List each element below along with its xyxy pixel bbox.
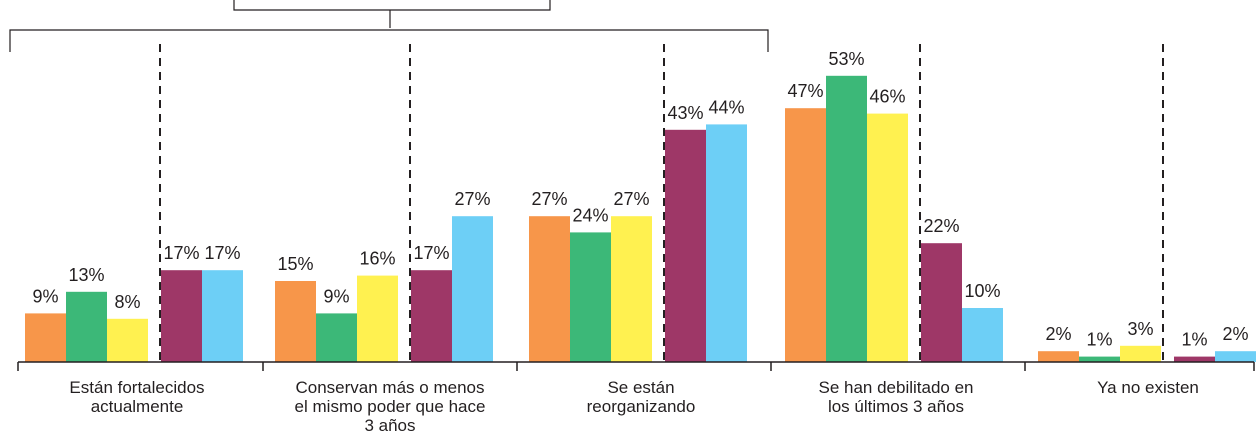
- value-label-c3-s3: 22%: [923, 216, 959, 236]
- category-label-3-line-0: Se han debilitado en: [818, 378, 973, 397]
- value-label-c3-s1: 53%: [828, 49, 864, 69]
- bar-c1-s2: [357, 275, 398, 362]
- category-label-3-line-1: los últimos 3 años: [828, 397, 964, 416]
- value-labels: 9%13%8%17% 17%15%9%16% 17%27% 27%24%27%43% 4…: [32, 49, 1248, 350]
- x-axis: [17, 361, 1255, 371]
- value-label-c2-s1: 24%: [572, 205, 608, 225]
- bar-c1-s4: [452, 216, 493, 362]
- bar-c3-s1: [826, 75, 867, 363]
- bar-c3-s3: [921, 243, 962, 362]
- bar-c3-s2: [867, 113, 908, 362]
- bar-c4-s2: [1120, 345, 1161, 362]
- bar-c1-s1: [316, 313, 357, 362]
- bar-c2-s2: [611, 216, 652, 362]
- value-label-c1-s0: 15%: [277, 254, 313, 274]
- bar-c0-s1: [66, 291, 107, 362]
- bar-c2-s3: [665, 129, 706, 362]
- bar-c3-s0: [785, 108, 826, 362]
- category-label-2-line-1: reorganizando: [587, 397, 696, 416]
- value-label-c2-s3: 43%: [667, 103, 703, 123]
- value-label-c0-s0: 9%: [32, 286, 58, 306]
- value-label-c3-s2: 46%: [869, 87, 905, 107]
- category-label-1-line-0: Conservan más o menos: [296, 378, 485, 397]
- value-label-c3-s4: 10%: [964, 281, 1000, 301]
- group-brackets: [9, 0, 769, 52]
- bar-c2-s0: [529, 216, 570, 362]
- bar-c0-s4: [202, 270, 243, 362]
- value-label-c4-s1: 1%: [1086, 330, 1112, 350]
- bracket-top-box: [233, 0, 551, 11]
- bars: [25, 75, 1256, 363]
- value-label-c1-s1: 9%: [323, 286, 349, 306]
- value-label-c4-s3: 1%: [1181, 330, 1207, 350]
- value-label-c1-s2: 16%: [359, 249, 395, 269]
- value-label-c2-s2: 27%: [613, 189, 649, 209]
- bar-c4-s1: [1079, 356, 1120, 362]
- category-label-2-line-0: Se están: [607, 378, 674, 397]
- bar-c0-s3: [161, 270, 202, 362]
- bracket-main: [9, 29, 769, 52]
- value-label-c2-s4: 44%: [708, 97, 744, 117]
- category-label-4-line-0: Ya no existen: [1097, 378, 1199, 397]
- bar-c2-s1: [570, 232, 611, 362]
- bar-c4-s4: [1215, 351, 1256, 362]
- bar-c3-s4: [962, 308, 1003, 362]
- category-label-1-line-2: 3 años: [364, 416, 415, 435]
- value-label-c4-s0: 2%: [1045, 324, 1071, 344]
- bar-c0-s0: [25, 313, 66, 362]
- value-label-c0-s1: 13%: [68, 265, 104, 285]
- category-label-0-line-1: actualmente: [91, 397, 184, 416]
- value-label-c3-s0: 47%: [787, 81, 823, 101]
- bar-c0-s2: [107, 318, 148, 362]
- bar-c4-s0: [1038, 351, 1079, 362]
- value-label-c0-s2: 8%: [114, 292, 140, 312]
- value-label-c1-s4: 27%: [454, 189, 490, 209]
- category-label-1-line-1: el mismo poder que hace: [295, 397, 486, 416]
- separators: [159, 44, 1164, 362]
- value-label-c4-s2: 3%: [1127, 319, 1153, 339]
- value-label-c1-s3: 17%: [413, 243, 449, 263]
- bar-c1-s3: [411, 270, 452, 362]
- category-label-0-line-0: Están fortalecidos: [69, 378, 204, 397]
- bar-c2-s4: [706, 124, 747, 363]
- value-label-c0-s3: 17%: [163, 243, 199, 263]
- value-label-c4-s4: 2%: [1222, 324, 1248, 344]
- bar-c4-s3: [1174, 356, 1215, 362]
- value-label-c2-s0: 27%: [531, 189, 567, 209]
- bar-c1-s0: [275, 281, 316, 362]
- value-label-c0-s4: 17%: [204, 243, 240, 263]
